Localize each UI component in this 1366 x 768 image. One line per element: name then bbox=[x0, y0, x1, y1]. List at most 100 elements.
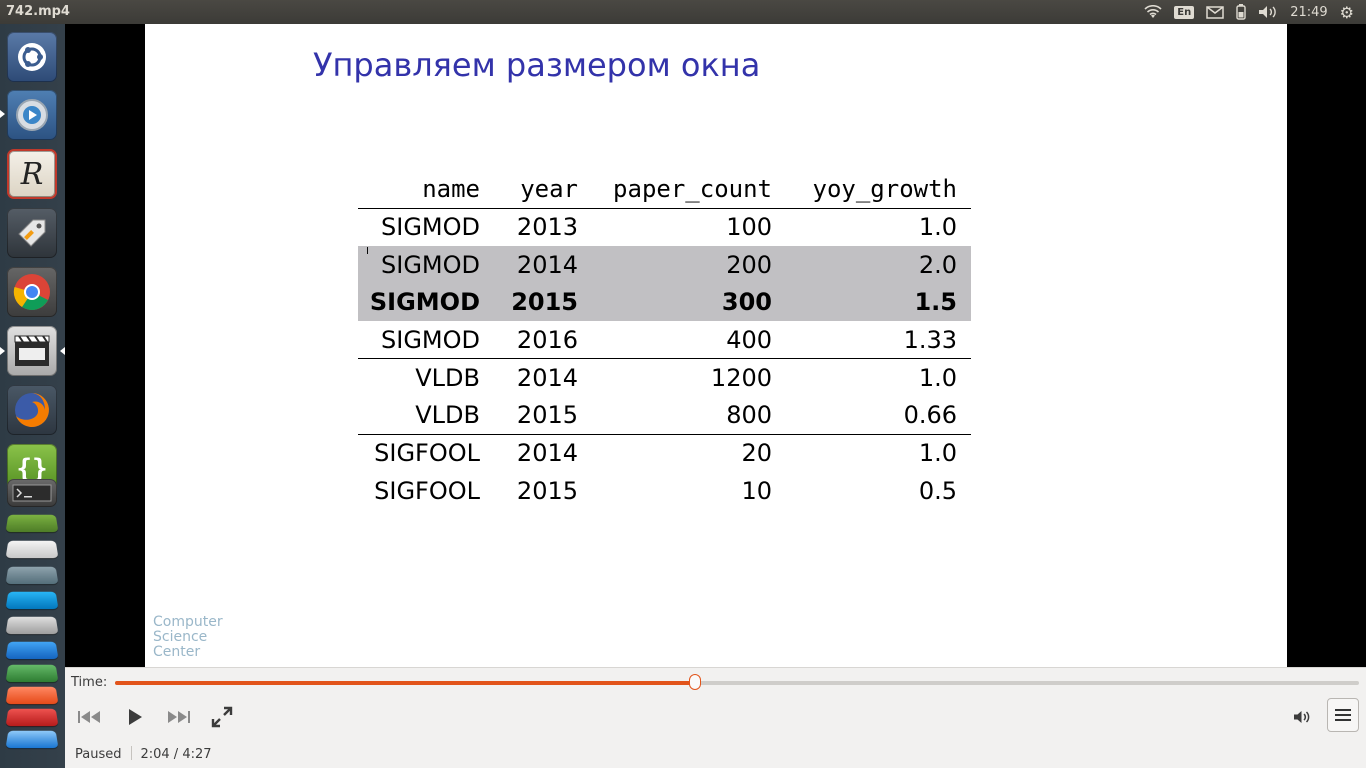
launcher-stacked-item[interactable] bbox=[5, 540, 59, 559]
launcher-running-indicator bbox=[0, 110, 5, 118]
launcher: R {} bbox=[0, 24, 65, 768]
table-row-highlighted: SIGMOD 2014 200 2.0 bbox=[358, 245, 971, 284]
launcher-stacked-item[interactable] bbox=[5, 616, 59, 635]
terminal-icon[interactable] bbox=[7, 479, 57, 507]
cell-year: 2014 bbox=[494, 245, 592, 284]
cell-year: 2013 bbox=[516, 213, 578, 242]
previous-button[interactable] bbox=[75, 704, 105, 730]
table-row: SIGFOOL 2015 10 0.5 bbox=[358, 472, 971, 510]
cell-name: SIGMOD bbox=[358, 283, 494, 322]
cell-yoy-growth: 1.0 bbox=[786, 358, 971, 397]
cell-name: SIGMOD bbox=[381, 325, 480, 354]
time-label: Time: bbox=[71, 675, 108, 690]
cell-year: 2016 bbox=[516, 325, 578, 354]
text-cursor-icon: I bbox=[366, 246, 369, 257]
ubuntu-dash-icon[interactable] bbox=[7, 32, 57, 82]
playback-position: 2:04 / 4:27 bbox=[140, 747, 212, 762]
cell-name: SIGFOOL bbox=[374, 476, 480, 505]
cell-paper-count: 400 bbox=[726, 325, 772, 354]
cell-paper-count: 10 bbox=[741, 476, 772, 505]
firefox-icon[interactable] bbox=[7, 385, 57, 435]
cell-yoy-growth: 0.66 bbox=[903, 401, 957, 430]
column-header-name: name bbox=[358, 170, 494, 209]
cell-year: 2014 bbox=[494, 433, 592, 472]
cell-name: SIGMOD bbox=[358, 245, 494, 284]
volume-icon[interactable] bbox=[1258, 5, 1278, 19]
menu-button[interactable] bbox=[1327, 698, 1359, 732]
window-title: 742.mp4 bbox=[6, 4, 70, 19]
mail-icon[interactable] bbox=[1206, 5, 1224, 19]
logo-line: Center bbox=[153, 644, 201, 660]
slide-frame: Управляем размером окна name year paper_… bbox=[145, 24, 1287, 667]
column-header-paper-count: paper_count bbox=[592, 170, 786, 209]
launcher-focused-indicator bbox=[60, 347, 65, 355]
wifi-icon[interactable] bbox=[1144, 5, 1162, 19]
slide-title: Управляем размером окна bbox=[313, 46, 761, 84]
launcher-stacked-item[interactable] bbox=[5, 514, 59, 533]
cell-year: 2014 bbox=[494, 358, 592, 397]
cell-yoy-growth: 1.0 bbox=[918, 213, 957, 242]
cell-yoy-growth: 1.0 bbox=[786, 433, 971, 472]
cell-year: 2015 bbox=[516, 476, 578, 505]
battery-icon[interactable] bbox=[1236, 4, 1246, 20]
logo-line: Science bbox=[153, 629, 208, 645]
seek-bar-handle[interactable] bbox=[688, 674, 701, 690]
clock[interactable]: 21:49 bbox=[1290, 4, 1328, 20]
cell-paper-count: 20 bbox=[592, 433, 786, 472]
table-row-current: SIGMOD 2015 300 1.5 bbox=[358, 283, 971, 322]
rstudio-icon[interactable]: R bbox=[7, 149, 57, 199]
table-row: SIGMOD 2013 100 1.0 bbox=[358, 208, 971, 246]
launcher-stacked-item[interactable] bbox=[5, 664, 59, 683]
launcher-stacked-item[interactable] bbox=[5, 708, 59, 727]
seek-bar-progress bbox=[115, 681, 695, 685]
cell-name: VLDB bbox=[358, 358, 494, 397]
status-bar: Paused 2:04 / 4:27 bbox=[75, 746, 212, 762]
status-divider bbox=[131, 746, 133, 760]
fullscreen-button[interactable] bbox=[207, 704, 237, 730]
cell-paper-count: 200 bbox=[592, 245, 786, 284]
cell-yoy-growth: 1.5 bbox=[786, 283, 971, 322]
table-row: SIGMOD 2016 400 1.33 bbox=[358, 321, 971, 359]
chrome-icon[interactable] bbox=[7, 267, 57, 317]
seek-bar[interactable] bbox=[115, 674, 1359, 690]
player-controls: Time: Paused 2:04 / 4:27 bbox=[65, 667, 1366, 768]
next-button[interactable] bbox=[163, 704, 193, 730]
system-settings-icon[interactable] bbox=[7, 90, 57, 140]
cell-paper-count: 300 bbox=[592, 283, 786, 322]
cell-yoy-growth: 1.33 bbox=[903, 325, 957, 354]
cell-year: 2015 bbox=[494, 283, 592, 322]
rstudio-logo-letter: R bbox=[20, 156, 44, 192]
launcher-stacked-item[interactable] bbox=[5, 591, 59, 610]
volume-button[interactable] bbox=[1287, 704, 1317, 730]
play-button[interactable] bbox=[120, 704, 150, 730]
column-header-yoy-growth: yoy_growth bbox=[786, 170, 971, 209]
launcher-stacked-item[interactable] bbox=[5, 730, 59, 749]
launcher-stacked-item[interactable] bbox=[5, 641, 59, 660]
cell-yoy-growth: 0.5 bbox=[918, 476, 957, 505]
launcher-running-indicator bbox=[0, 347, 5, 355]
data-table: name year paper_count yoy_growth SIGMOD … bbox=[358, 170, 971, 510]
table-row: VLDB 2015 800 0.66 bbox=[358, 396, 971, 434]
cell-paper-count: 1200 bbox=[592, 358, 786, 397]
cell-name: SIGFOOL bbox=[358, 433, 494, 472]
top-panel: 742.mp4 En 21:49 ⚙ bbox=[0, 0, 1366, 24]
launcher-stacked-item[interactable] bbox=[5, 686, 59, 705]
system-tray: En 21:49 ⚙ bbox=[1144, 0, 1366, 24]
video-viewport[interactable]: Управляем размером окна name year paper_… bbox=[65, 24, 1366, 667]
table-row: SIGFOOL 2014 20 1.0 bbox=[358, 433, 971, 472]
column-header-year: year bbox=[494, 170, 592, 209]
launcher-stacked-item[interactable] bbox=[5, 566, 59, 585]
table-row: VLDB 2014 1200 1.0 bbox=[358, 358, 971, 397]
tag-app-icon[interactable] bbox=[7, 208, 57, 258]
keyboard-layout-indicator[interactable]: En bbox=[1174, 5, 1195, 19]
cell-paper-count: 800 bbox=[726, 401, 772, 430]
cell-name: VLDB bbox=[415, 401, 480, 430]
cell-yoy-growth: 2.0 bbox=[786, 245, 971, 284]
cell-year: 2015 bbox=[516, 401, 578, 430]
cell-name: SIGMOD bbox=[381, 213, 480, 242]
playback-state: Paused bbox=[75, 747, 122, 762]
logo-line: Computer bbox=[153, 614, 223, 630]
cell-paper-count: 100 bbox=[726, 213, 772, 242]
video-player-icon[interactable] bbox=[7, 326, 57, 376]
settings-gear-icon[interactable]: ⚙ bbox=[1339, 2, 1354, 22]
